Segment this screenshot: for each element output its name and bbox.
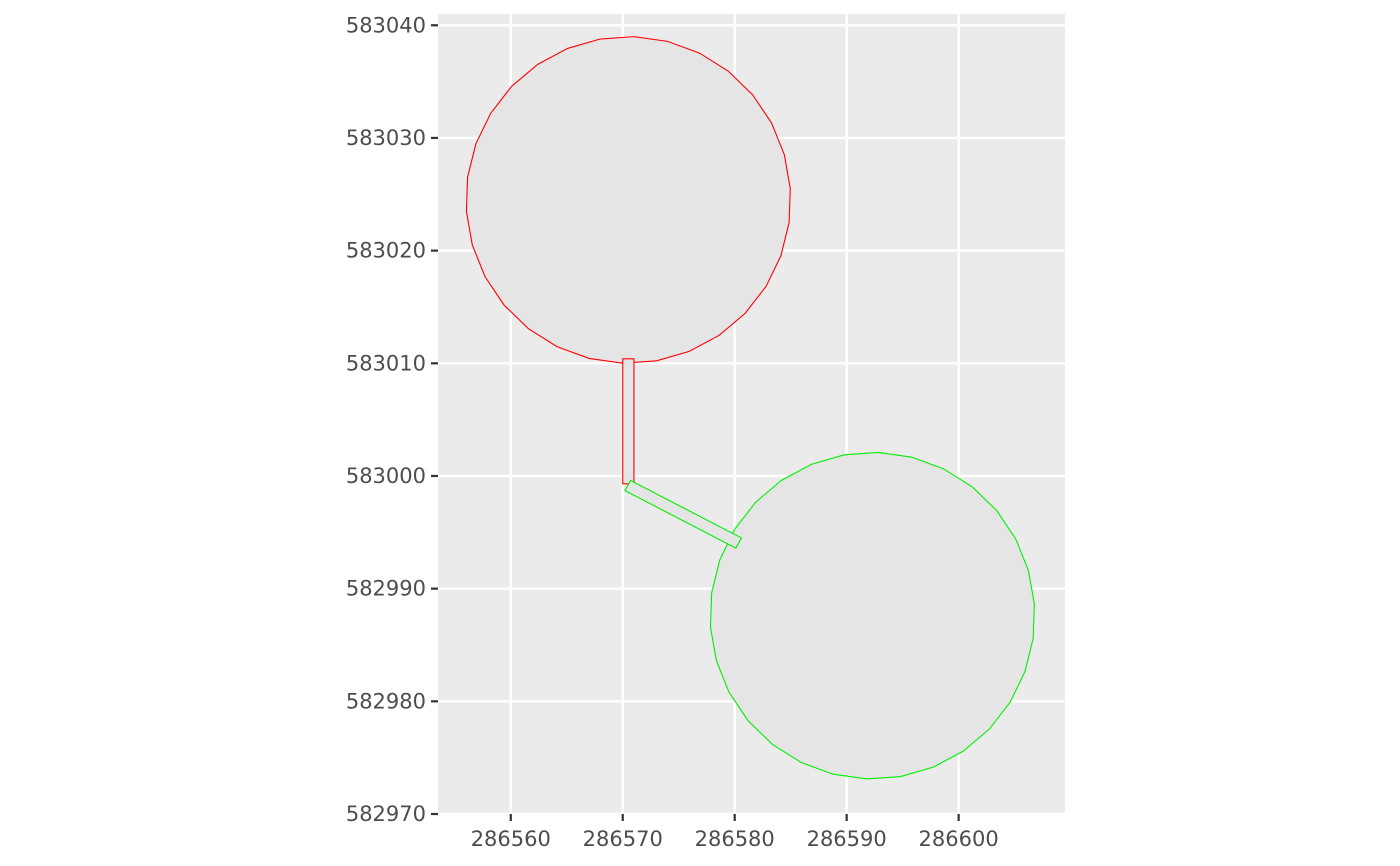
axes: 582970 582980 582990 583000 583010 583020 5830… [346, 13, 999, 851]
map-features [465, 36, 1035, 780]
y-tick-label: 582970 [346, 802, 426, 826]
connector-bar-1 [622, 358, 635, 485]
y-tick-label: 583010 [346, 351, 426, 375]
y-tick-label: 583000 [346, 464, 426, 488]
x-tick-label: 286590 [807, 827, 887, 851]
y-tick-label: 583020 [346, 239, 426, 263]
buffer-circle-2 [709, 451, 1035, 780]
y-tick-label: 583030 [346, 126, 426, 150]
connector-bar-3 [624, 479, 743, 549]
y-tick-label: 582990 [346, 577, 426, 601]
y-tick-label: 583040 [346, 13, 426, 37]
x-tick-label: 286560 [471, 827, 551, 851]
x-tick-label: 286580 [695, 827, 775, 851]
x-tick-label: 286600 [919, 827, 999, 851]
y-tick-label: 582980 [346, 689, 426, 713]
x-tick-label: 286570 [583, 827, 663, 851]
buffer-circle-0 [465, 36, 791, 364]
